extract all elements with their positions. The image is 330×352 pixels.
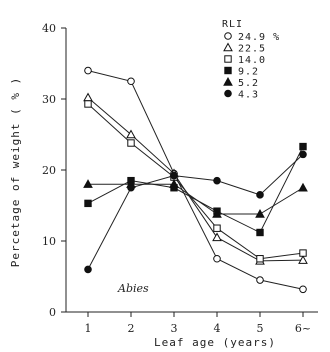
y-tick-label: 30 xyxy=(42,93,56,106)
legend-marker xyxy=(223,76,233,86)
x-tick-label: 6~ xyxy=(295,322,311,335)
data-point xyxy=(299,150,307,159)
data-point xyxy=(255,208,265,218)
legend-marker xyxy=(223,42,233,52)
data-point xyxy=(169,179,179,188)
series-line xyxy=(87,70,304,290)
legend-title: RLI xyxy=(222,19,243,30)
data-point xyxy=(170,171,178,180)
legend-marker xyxy=(224,32,232,40)
series-3 xyxy=(84,142,307,237)
data-point xyxy=(127,77,135,86)
legend-label: 14.0 xyxy=(238,55,266,66)
series-line xyxy=(87,97,304,262)
legend-marker xyxy=(224,66,232,75)
series-2 xyxy=(84,100,307,263)
legend-label: 4.3 xyxy=(238,90,259,101)
data-point xyxy=(256,276,264,284)
data-point xyxy=(84,100,92,108)
x-tick-label: 1 xyxy=(85,322,92,335)
y-tick-label: 20 xyxy=(42,164,56,177)
legend: 24.9 %22.514.09.25.24.3 xyxy=(223,32,280,101)
data-point xyxy=(83,92,93,102)
data-point xyxy=(299,142,307,151)
x-axis-label: Leaf age (years) xyxy=(154,336,276,349)
x-tick-label: 3 xyxy=(171,322,178,335)
legend-label: 9.2 xyxy=(238,67,259,78)
data-point xyxy=(213,176,221,185)
legend-label: 22.5 xyxy=(238,44,266,55)
data-point xyxy=(126,129,136,139)
series-line xyxy=(87,103,304,260)
data-point xyxy=(256,191,264,199)
data-point xyxy=(256,255,264,263)
data-point xyxy=(213,254,221,263)
data-point xyxy=(212,232,222,242)
x-ticks: 1 2 3 4 5 6~ xyxy=(85,312,311,335)
data-point xyxy=(298,255,308,264)
data-point xyxy=(83,179,93,188)
legend-label: 5.2 xyxy=(238,78,259,89)
x-tick-label: 2 xyxy=(128,322,135,335)
data-point xyxy=(84,199,92,208)
legend-marker xyxy=(224,89,232,98)
series-0 xyxy=(84,66,307,294)
series-5 xyxy=(84,150,307,274)
series-line xyxy=(87,154,304,270)
data-point xyxy=(256,228,264,237)
data-point xyxy=(127,139,135,147)
x-tick-label: 5 xyxy=(257,322,264,335)
data-point xyxy=(84,265,92,274)
y-ticks: 0 10 20 30 40 xyxy=(42,22,66,319)
series-4 xyxy=(83,179,308,218)
series-line xyxy=(88,183,304,215)
y-axis-label: Percetage of weight ( % ) xyxy=(9,77,22,268)
series-layer xyxy=(83,66,308,294)
series-line xyxy=(87,146,304,234)
legend-label: 24.9 % xyxy=(238,32,280,43)
data-point xyxy=(298,182,308,192)
data-point xyxy=(212,208,222,218)
legend-marker xyxy=(224,55,232,63)
y-tick-label: 40 xyxy=(42,22,56,35)
data-point xyxy=(213,224,221,232)
data-point xyxy=(299,249,307,257)
y-tick-label: 0 xyxy=(49,306,56,319)
data-point xyxy=(299,285,307,294)
annotation-abies: Abies xyxy=(117,282,149,295)
x-tick-label: 4 xyxy=(214,322,221,335)
data-point xyxy=(127,183,135,192)
data-point xyxy=(84,66,92,75)
y-tick-label: 10 xyxy=(42,235,56,248)
series-1 xyxy=(83,92,308,265)
